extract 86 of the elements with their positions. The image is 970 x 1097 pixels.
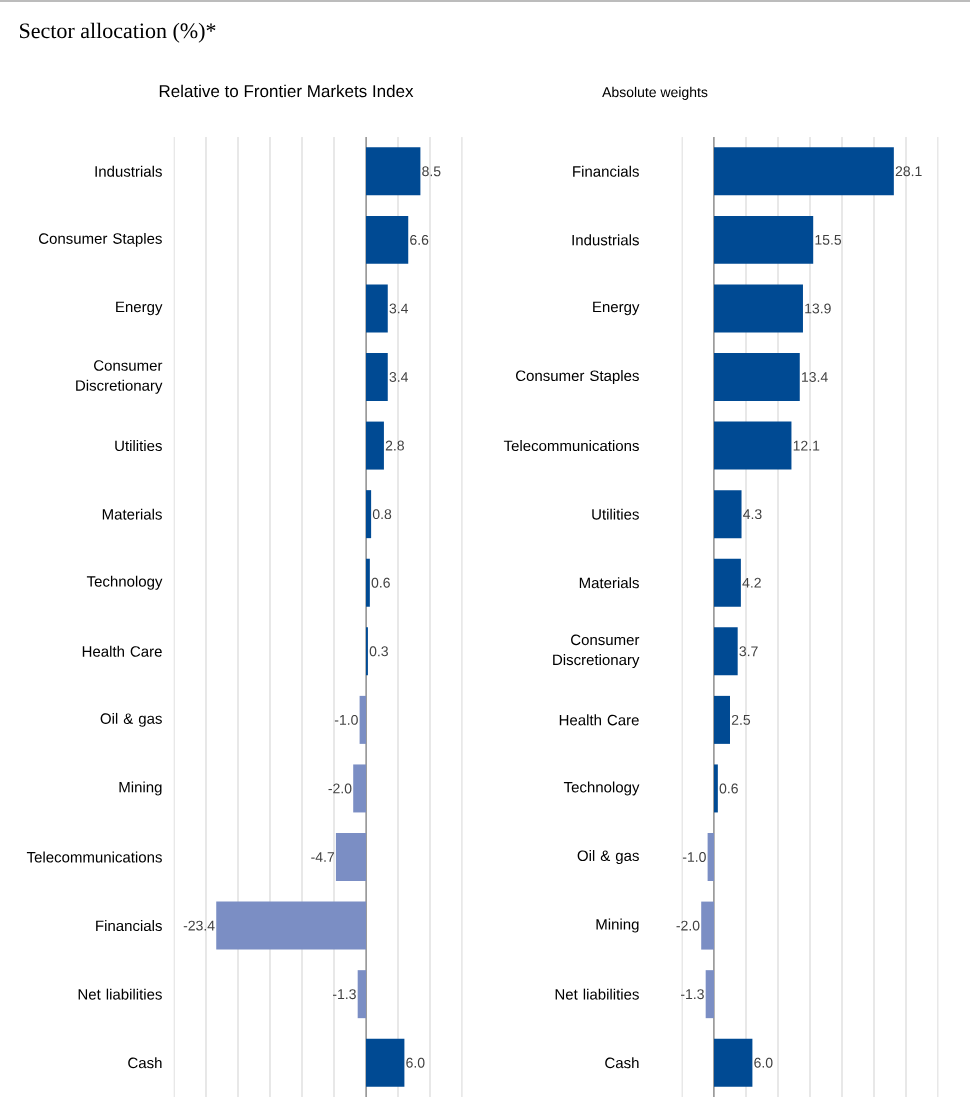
data-label: 3.4 — [389, 303, 409, 314]
bar — [366, 284, 388, 333]
bar — [714, 695, 731, 744]
bar — [714, 764, 718, 813]
data-label: 6.0 — [406, 1057, 425, 1068]
bar — [714, 627, 738, 676]
y-tick-label: Industrials — [572, 234, 639, 246]
bar — [366, 147, 421, 196]
bar — [714, 284, 803, 333]
bar — [714, 1038, 753, 1087]
data-label: 4.2 — [742, 577, 761, 588]
bar — [366, 490, 372, 539]
y-tick-label: Mining — [596, 918, 639, 933]
y-tick-label: Net liabilities — [78, 988, 162, 1000]
bar — [714, 353, 800, 402]
bar — [714, 490, 742, 539]
bar — [357, 970, 366, 1019]
data-label: 3.7 — [739, 646, 758, 657]
y-tick-label: Technology — [86, 575, 163, 590]
y-tick-label: Consumer Staples — [39, 232, 162, 247]
bar — [701, 901, 714, 950]
y-tick-label: Technology — [563, 781, 640, 796]
data-label: 0.8 — [372, 509, 392, 520]
data-label: -2.0 — [328, 783, 352, 794]
data-label: 0.6 — [371, 577, 390, 588]
y-tick-label: Cash — [605, 1057, 639, 1069]
y-tick-label: Consumer Discretionary — [553, 634, 640, 669]
y-tick-label: Cash — [128, 1057, 162, 1069]
bar — [366, 353, 388, 402]
data-label: 0.3 — [369, 646, 388, 657]
bar — [714, 558, 741, 607]
y-tick-label: Health Care — [559, 714, 639, 726]
bar — [366, 421, 384, 470]
data-label: 2.8 — [385, 440, 404, 451]
bar — [707, 833, 714, 882]
y-tick-label: Materials — [579, 577, 639, 589]
y-tick-label: Financials — [573, 165, 639, 177]
data-label: 6.0 — [754, 1057, 773, 1068]
bar — [714, 421, 792, 470]
data-label: 15.5 — [815, 234, 842, 245]
data-label: -1.0 — [334, 714, 358, 725]
y-tick-label: Consumer Discretionary — [76, 360, 163, 394]
data-label: 0.6 — [719, 783, 738, 794]
bar — [216, 901, 366, 950]
data-label: -1.0 — [682, 852, 706, 862]
bar — [335, 833, 366, 882]
y-tick-label: Consumer Staples — [516, 370, 639, 384]
data-label: 6.6 — [410, 234, 429, 245]
y-tick-label: Materials — [102, 508, 162, 520]
bar — [705, 970, 714, 1019]
data-label: -4.7 — [311, 852, 335, 862]
chart-subtitle: Relative to Frontier Markets Index — [159, 84, 414, 98]
chart-title: Sector allocation (%)* — [20, 22, 216, 43]
bar — [359, 695, 366, 744]
bar — [714, 215, 814, 264]
y-tick-label: Telecommunications — [503, 440, 639, 452]
data-label: 4.3 — [743, 509, 762, 520]
y-tick-label: Telecommunications — [26, 851, 162, 863]
y-tick-label: Utilities — [592, 508, 639, 520]
y-tick-label: Utilities — [115, 440, 162, 452]
data-label: -23.4 — [183, 920, 215, 931]
data-label: 12.1 — [793, 440, 820, 451]
bar — [366, 1038, 405, 1087]
y-tick-label: Industrials — [95, 165, 162, 177]
y-tick-label: Health Care — [82, 645, 162, 657]
y-tick-label: Financials — [96, 920, 162, 932]
bar — [366, 215, 409, 264]
bar — [714, 147, 894, 196]
data-label: -2.0 — [676, 920, 700, 931]
data-label: -1.3 — [332, 989, 356, 1000]
y-tick-label: Energy — [593, 301, 640, 316]
data-label: -1.3 — [680, 989, 704, 1000]
data-label: 2.5 — [731, 714, 751, 725]
y-tick-label: Net liabilities — [555, 988, 639, 1000]
data-label: 13.9 — [805, 303, 831, 314]
data-label: 13.4 — [802, 372, 828, 382]
y-tick-label: Oil & gas — [577, 850, 639, 865]
y-tick-label: Energy — [116, 301, 163, 316]
data-label: 28.1 — [895, 166, 922, 177]
bar — [366, 558, 370, 607]
bar — [353, 764, 366, 813]
chart-title: Absolute weights — [602, 86, 708, 100]
data-label: 3.4 — [389, 372, 409, 382]
data-label: 8.5 — [422, 166, 441, 177]
y-tick-label: Oil & gas — [100, 712, 162, 727]
y-tick-label: Mining — [119, 781, 162, 796]
